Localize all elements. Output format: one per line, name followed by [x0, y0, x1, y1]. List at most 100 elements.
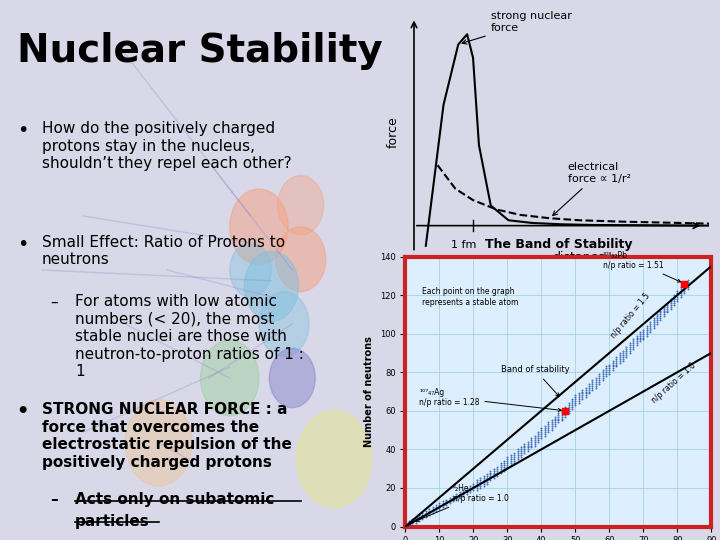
- Point: [423, 509, 435, 517]
- Point: [526, 434, 537, 442]
- Point: [433, 499, 445, 508]
- Point: [648, 316, 660, 325]
- Circle shape: [125, 400, 192, 486]
- Point: [542, 426, 554, 434]
- Point: [431, 501, 442, 510]
- Point: [495, 462, 506, 471]
- Point: [583, 389, 595, 398]
- Point: [406, 515, 418, 523]
- Point: [502, 453, 513, 461]
- Point: [512, 455, 523, 463]
- Point: [420, 507, 431, 515]
- Point: [590, 381, 601, 390]
- Point: [454, 491, 466, 500]
- Point: [502, 461, 513, 469]
- Point: [474, 476, 486, 484]
- Point: [641, 329, 652, 338]
- Point: [498, 457, 510, 465]
- Point: [624, 349, 636, 357]
- Point: [559, 407, 571, 415]
- Point: [556, 416, 567, 425]
- Point: [457, 489, 469, 498]
- Point: [583, 385, 595, 394]
- Point: [611, 354, 622, 363]
- Point: [464, 488, 476, 496]
- Point: [464, 482, 476, 490]
- Point: [672, 296, 683, 305]
- Point: [634, 335, 646, 344]
- Point: [593, 370, 605, 379]
- Point: [662, 304, 673, 313]
- Point: [516, 449, 527, 457]
- Point: [621, 350, 632, 359]
- Point: [505, 455, 516, 463]
- Point: [593, 374, 605, 382]
- Point: [597, 376, 608, 384]
- Point: [478, 480, 490, 488]
- Point: [471, 480, 482, 488]
- Point: [583, 381, 595, 390]
- Point: [675, 285, 687, 294]
- Point: [528, 435, 540, 444]
- Point: [675, 287, 687, 295]
- Point: [508, 458, 520, 467]
- Point: [549, 414, 561, 423]
- Point: [672, 289, 683, 298]
- Point: [658, 306, 670, 315]
- Point: [488, 472, 500, 481]
- Point: [654, 310, 666, 319]
- Point: [556, 407, 567, 415]
- Point: [651, 316, 662, 325]
- Point: [597, 372, 608, 380]
- Point: [631, 341, 642, 349]
- Point: [651, 310, 662, 319]
- Point: [467, 485, 479, 494]
- Point: [447, 491, 459, 500]
- Point: [631, 331, 642, 340]
- Point: [491, 468, 503, 477]
- Point: [634, 327, 646, 336]
- Point: [474, 484, 486, 492]
- Point: [474, 482, 486, 490]
- Point: [587, 376, 598, 384]
- Point: [556, 412, 567, 421]
- Point: [406, 516, 418, 525]
- Point: [546, 418, 557, 427]
- Point: [641, 327, 652, 336]
- Point: [474, 474, 486, 483]
- Point: [437, 497, 449, 506]
- Point: [536, 430, 547, 438]
- Point: [559, 410, 571, 419]
- Text: particles: particles: [75, 514, 150, 529]
- Text: distance: distance: [553, 251, 606, 264]
- Text: •: •: [17, 235, 28, 254]
- Point: [654, 312, 666, 321]
- Point: [471, 482, 482, 490]
- Point: [624, 345, 636, 353]
- Point: [532, 434, 544, 442]
- Point: [516, 445, 527, 454]
- Point: [420, 509, 431, 517]
- Point: [634, 337, 646, 346]
- Point: [495, 458, 506, 467]
- Point: [654, 306, 666, 315]
- Point: [464, 484, 476, 492]
- Point: [420, 512, 431, 521]
- Point: [508, 449, 520, 457]
- Point: [587, 385, 598, 394]
- Point: [587, 380, 598, 388]
- Point: [631, 335, 642, 344]
- Point: [672, 295, 683, 303]
- Point: [485, 472, 496, 481]
- Point: [665, 300, 676, 309]
- Point: [488, 474, 500, 483]
- Point: [658, 308, 670, 317]
- Point: [505, 461, 516, 469]
- Point: [563, 399, 575, 407]
- Point: [573, 399, 585, 407]
- Point: [539, 431, 551, 440]
- Point: [478, 482, 490, 490]
- Point: [549, 412, 561, 421]
- Point: [461, 489, 472, 498]
- Text: Nuclear Stability: Nuclear Stability: [17, 32, 382, 70]
